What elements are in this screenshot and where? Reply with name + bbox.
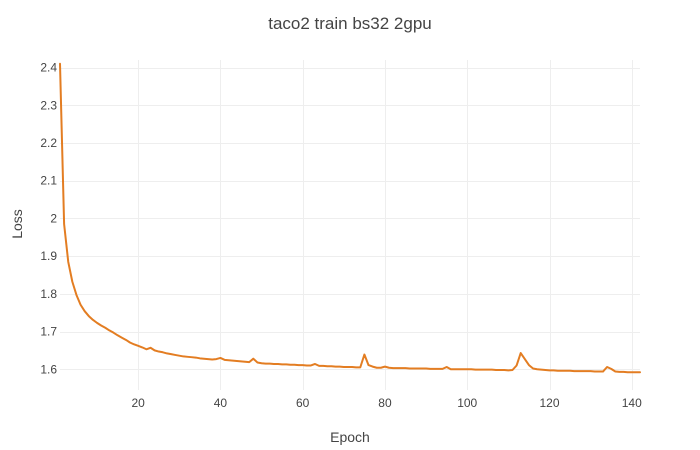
- x-tick-label: 100: [457, 396, 477, 410]
- y-tick-label: 2.1: [40, 174, 57, 188]
- chart-title: taco2 train bs32 2gpu: [268, 14, 432, 33]
- y-tick-label: 1.8: [40, 287, 57, 301]
- x-tick-label: 120: [539, 396, 559, 410]
- y-axis-title: Loss: [9, 209, 25, 239]
- y-tick-label: 2: [50, 211, 57, 225]
- y-tick-label: 1.7: [40, 325, 57, 339]
- x-tick-label: 20: [131, 396, 145, 410]
- x-tick-label: 40: [214, 396, 228, 410]
- y-tick-label: 1.6: [40, 362, 57, 376]
- series-layer: [59, 62, 641, 374]
- series-line: [59, 62, 641, 374]
- x-tick-label: 60: [296, 396, 310, 410]
- x-tick-label: 80: [378, 396, 392, 410]
- tick-labels: 1.6 1.7 1.8 1.9 2 2.1 2.2 2.3 2.4 20 40 60 80 100 120 1…: [40, 61, 642, 410]
- x-tick-label: 140: [622, 396, 642, 410]
- x-axis-title: Epoch: [330, 429, 370, 445]
- y-tick-label: 2.3: [40, 98, 57, 112]
- y-tick-label: 1.9: [40, 249, 57, 263]
- y-tick-label: 2.4: [40, 61, 57, 75]
- gridlines: [60, 60, 640, 390]
- y-tick-label: 2.2: [40, 136, 57, 150]
